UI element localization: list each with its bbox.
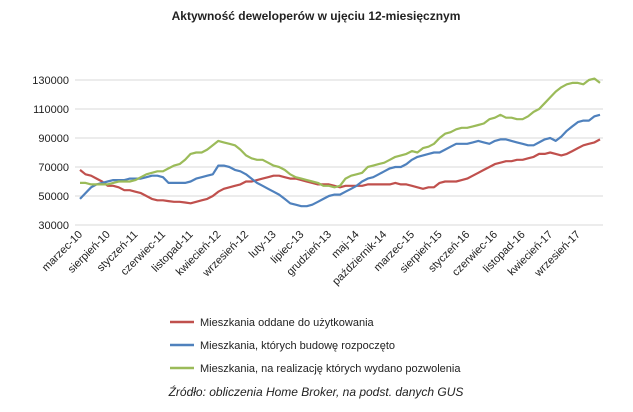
y-tick-label: 30000 <box>38 220 69 232</box>
y-tick-label: 70000 <box>38 162 69 174</box>
source: Źródło: obliczenia Home Broker, na podst… <box>168 384 464 399</box>
legend-label: Mieszkania oddane do użytkowania <box>200 317 375 329</box>
y-tick-label: 90000 <box>38 133 69 145</box>
series-line <box>79 138 601 205</box>
series-line <box>80 77 601 189</box>
series-line <box>79 113 601 208</box>
y-tick-label: 130000 <box>32 75 69 87</box>
legend-label: Mieszkania, których budowę rozpoczęto <box>200 340 395 352</box>
y-tick-label: 110000 <box>33 104 69 116</box>
chart-title: Aktywność deweloperów w ujęciu 12-miesię… <box>172 9 461 23</box>
legend-label: Mieszkania, na realizację których wydano… <box>200 363 461 375</box>
y-tick-label: 50000 <box>38 191 69 203</box>
